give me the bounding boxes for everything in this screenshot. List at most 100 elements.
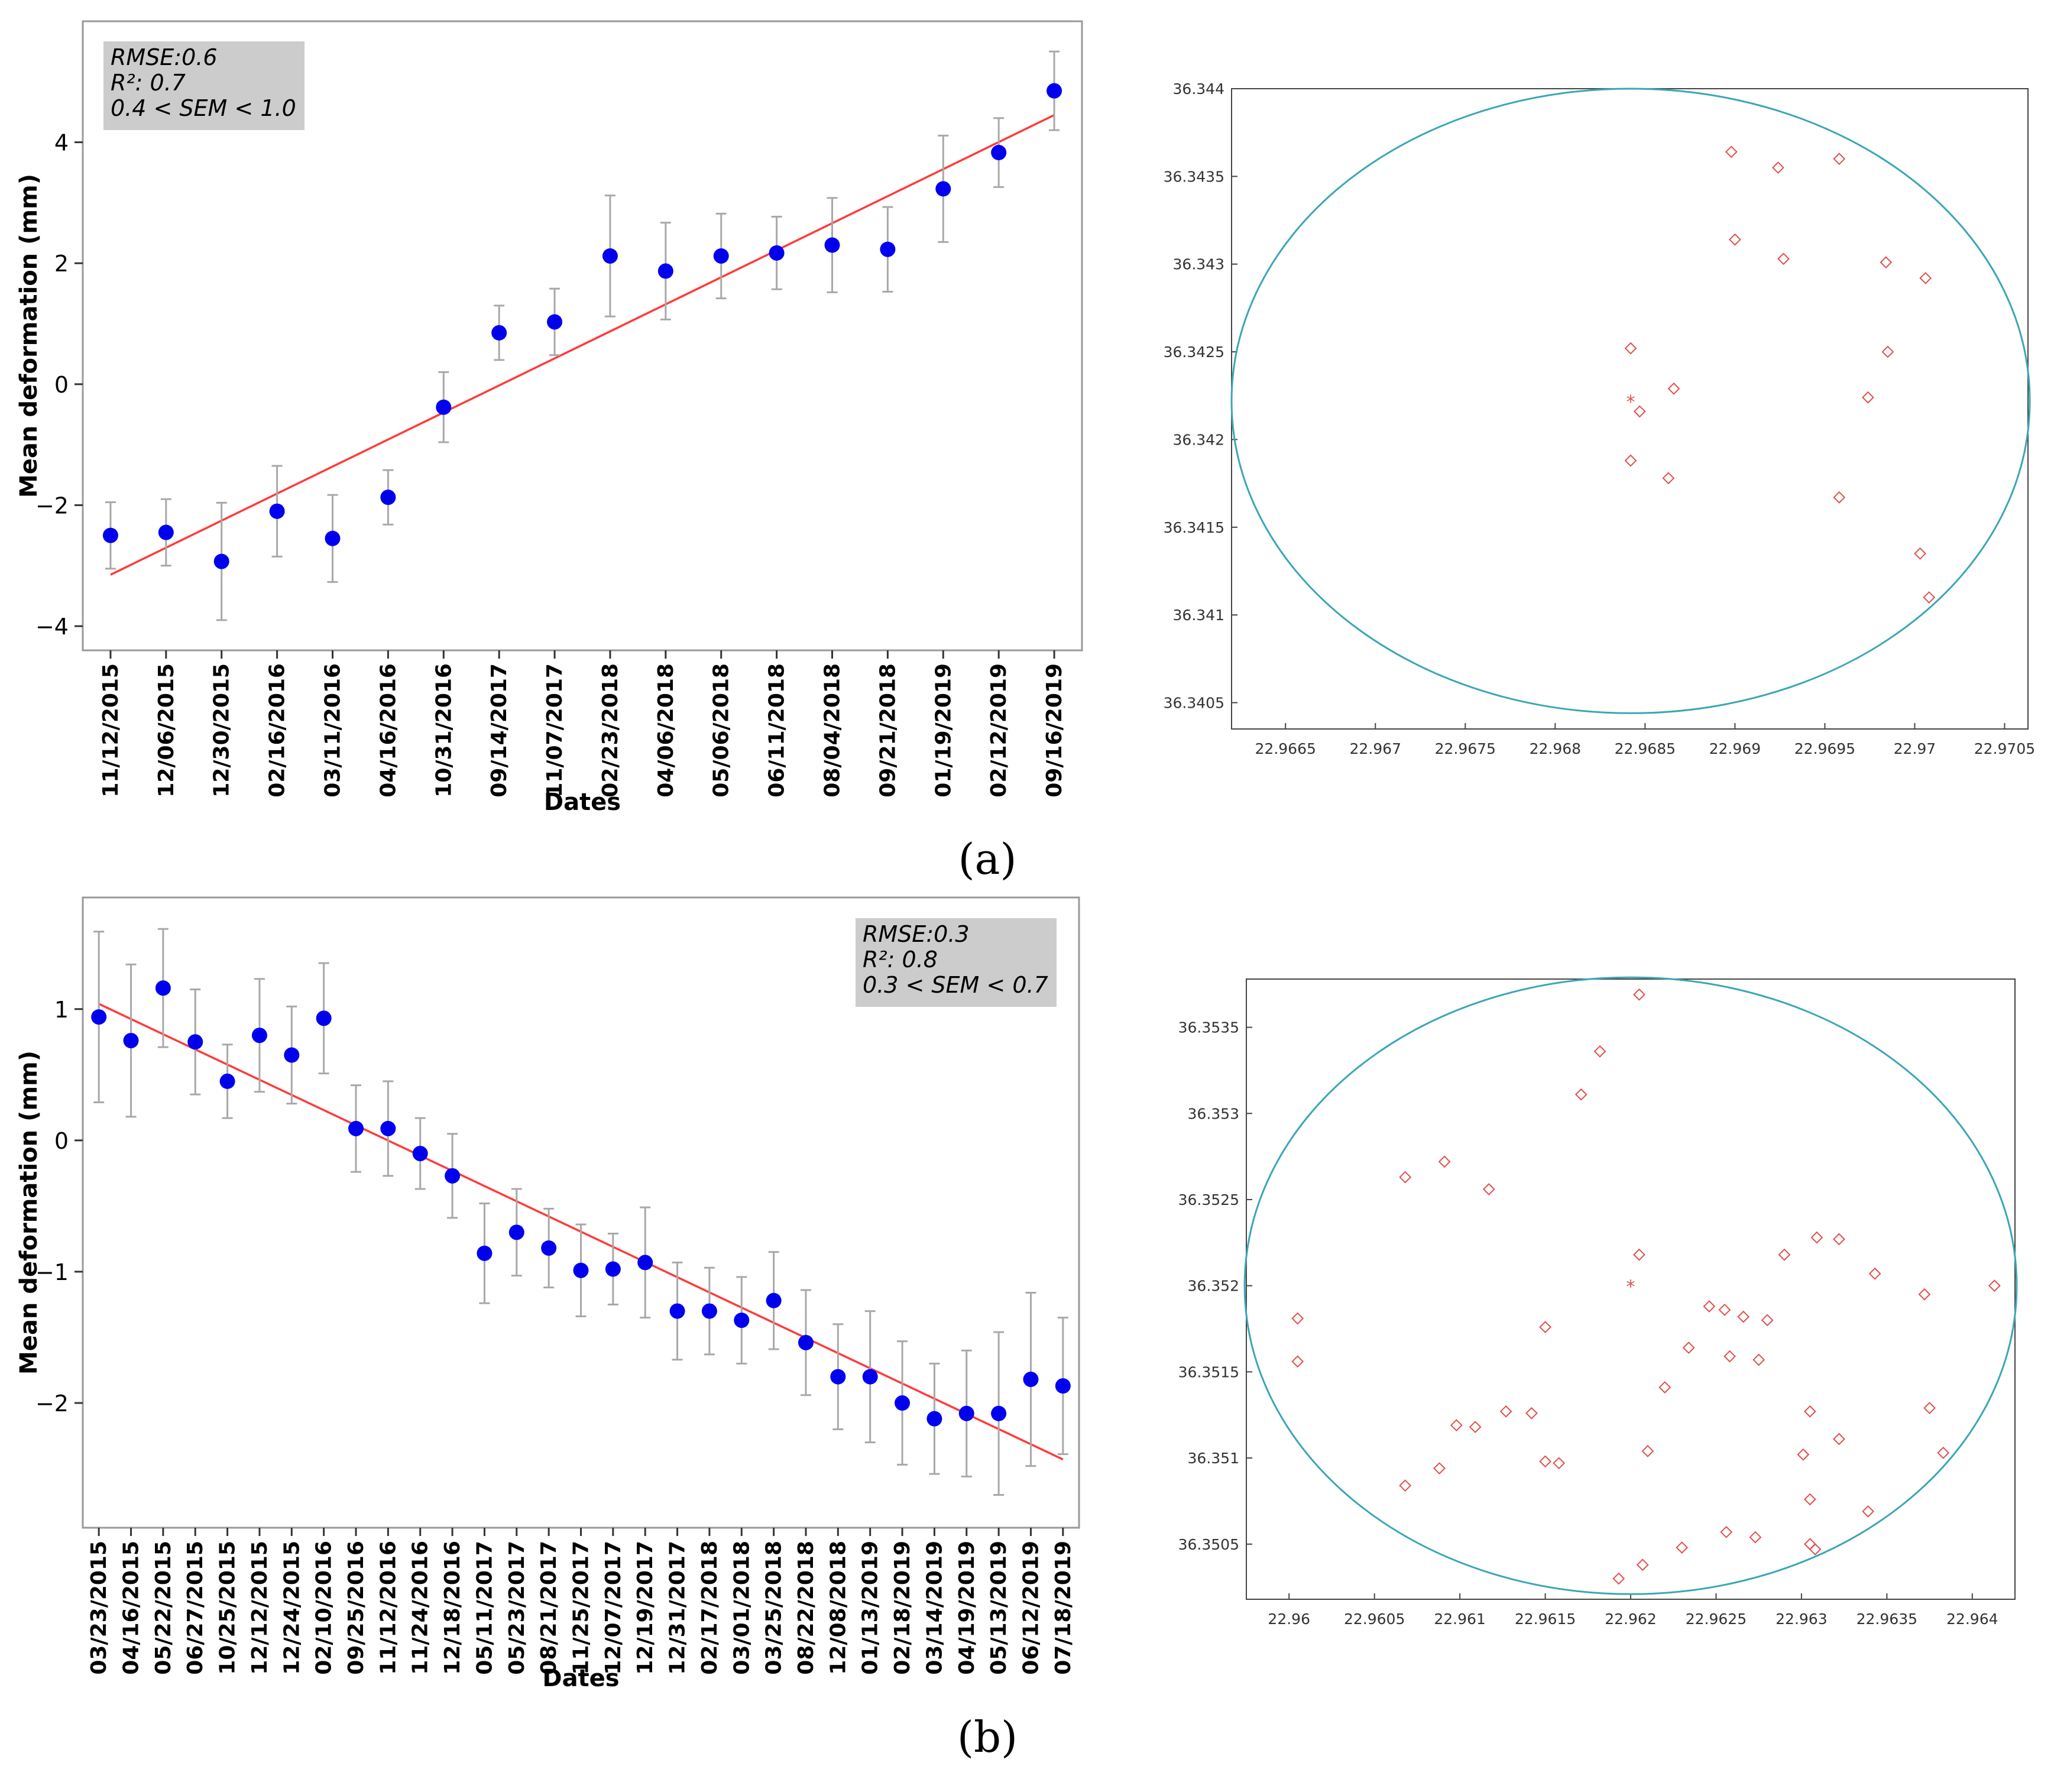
y-tick-label: −4 [35,614,69,640]
x-tick-label: 22.9665 [1255,740,1316,757]
data-point [284,1047,300,1063]
x-tick-label: 02/12/2019 [987,663,1011,798]
data-point [491,325,507,341]
y-tick-label: 2 [54,251,69,277]
data-point [602,248,618,264]
x-tick-label: 03/25/2018 [762,1541,786,1675]
x-tick-label: 04/16/2016 [376,663,400,798]
y-tick-label: 36.3415 [1164,519,1224,536]
x-tick-label: 02/17/2018 [698,1541,722,1675]
ps-point-marker [1752,1353,1765,1366]
ps-point-marker [1868,1267,1881,1280]
ps-point-marker [1682,1341,1695,1354]
plot-frame [1246,978,2016,1600]
x-tick-label: 22.9705 [1974,740,2035,757]
ps-point-marker [1633,988,1645,1001]
x-tick-label: 10/31/2016 [432,663,456,798]
data-point [436,399,452,415]
x-tick-label: 05/22/2015 [151,1541,176,1675]
chart-timeseries-b: −2 −1 0 1 03/23/2015 04/16/2015 05/22/2015 06/2… [15,896,1080,1692]
data-point [348,1120,364,1136]
x-tick-label: 12/12/2015 [248,1541,272,1675]
ps-point-marker [1833,153,1846,166]
ps-point-marker [1880,256,1893,269]
y-tick-label: 36.351 [1188,1450,1239,1467]
y-tick-label: 36.342 [1173,431,1224,448]
data-point [251,1028,267,1044]
data-point [701,1303,717,1319]
ps-point-marker [1803,1493,1816,1506]
data-point [769,245,785,261]
data-point [123,1033,139,1049]
x-tick-label: 22.961 [1434,1610,1485,1628]
ps-point-marker [1749,1531,1762,1544]
ps-point-marker [1450,1419,1463,1432]
x-tick-label: 05/11/2017 [472,1541,497,1675]
x-tick-label: 12/18/2016 [440,1541,465,1675]
x-tick-label: 02/23/2018 [598,663,623,798]
x-axis-label: Dates [544,789,621,816]
ps-point-marker [1937,1446,1950,1459]
chart-location-map-b: 22.96 22.9605 22.961 22.9615 22.962 22.9625 22… [1178,976,2018,1628]
data-point [991,1405,1007,1421]
y-tick-label: 36.352 [1188,1278,1239,1295]
y-tick-label: −2 [35,1391,69,1417]
y-tick-label: −1 [35,1259,69,1285]
x-tick-label: 01/13/2019 [858,1541,883,1675]
ps-point-marker [1777,252,1790,265]
y-tick-label: 36.344 [1173,80,1224,98]
ps-point-marker [1833,491,1846,504]
data-point [1023,1372,1039,1388]
stats-line: 0.4 < SEM < 1.0 [111,95,296,121]
stats-line: R²: 0.8 [863,947,938,973]
data-point [657,263,673,279]
stats-line: RMSE:0.3 [863,921,970,947]
ps-point-marker [1662,472,1675,485]
x-tick-label: 22.9695 [1794,740,1855,757]
x-tick-label: 01/19/2019 [931,663,955,798]
ps-point-marker [1658,1381,1671,1394]
x-tick-label: 02/16/2016 [265,663,290,798]
y-tick-label: 36.3525 [1178,1191,1239,1208]
ps-point-marker [1778,1248,1791,1261]
data-point [573,1262,589,1278]
x-tick-label: 09/25/2016 [344,1541,368,1675]
data-point [605,1261,621,1277]
ps-point-marker [1918,1288,1931,1301]
ps-point-marker [1291,1355,1304,1368]
data-point [325,530,341,546]
x-tick-label: 04/06/2018 [654,663,678,798]
x-tick-label: 02/10/2016 [312,1541,336,1675]
y-tick-label: 36.3425 [1164,344,1224,361]
x-tick-label: 12/24/2015 [280,1541,304,1675]
data-point [880,241,896,257]
ps-point-marker [1593,1045,1606,1058]
x-tick-label: 12/06/2015 [154,663,179,798]
ps-point-marker [1482,1183,1495,1195]
ps-point-marker [1703,1300,1716,1313]
x-tick-label: 22.9625 [1686,1610,1747,1628]
x-tick-label: 09/14/2017 [487,663,511,798]
x-tick-label: 03/14/2019 [922,1541,947,1675]
ps-point-marker [1923,591,1936,604]
x-tick-label: 04/16/2015 [119,1541,144,1675]
x-tick-label: 06/27/2015 [183,1541,208,1675]
y-tick-label: 36.3435 [1164,168,1224,185]
data-point [1055,1378,1071,1394]
panel-label-a: (a) [958,834,1016,884]
data-point [958,1405,974,1421]
x-tick-label: 22.963 [1776,1610,1827,1628]
ps-point-marker [1641,1444,1654,1457]
ps-point-marker [1881,345,1894,358]
data-point [926,1411,942,1427]
ps-point-marker [1761,1314,1774,1327]
x-tick-label: 09/16/2019 [1042,663,1067,798]
panel-label-b: (b) [957,1712,1018,1762]
x-tick-label: 06/12/2019 [1019,1541,1043,1675]
ps-point-marker [1797,1448,1810,1461]
ps-point-marker [1633,1248,1645,1261]
center-point-marker: * [1627,1277,1635,1298]
y-tick-label: 36.341 [1173,607,1224,624]
y-tick-label: 36.3405 [1164,694,1224,711]
data-point [541,1240,557,1256]
